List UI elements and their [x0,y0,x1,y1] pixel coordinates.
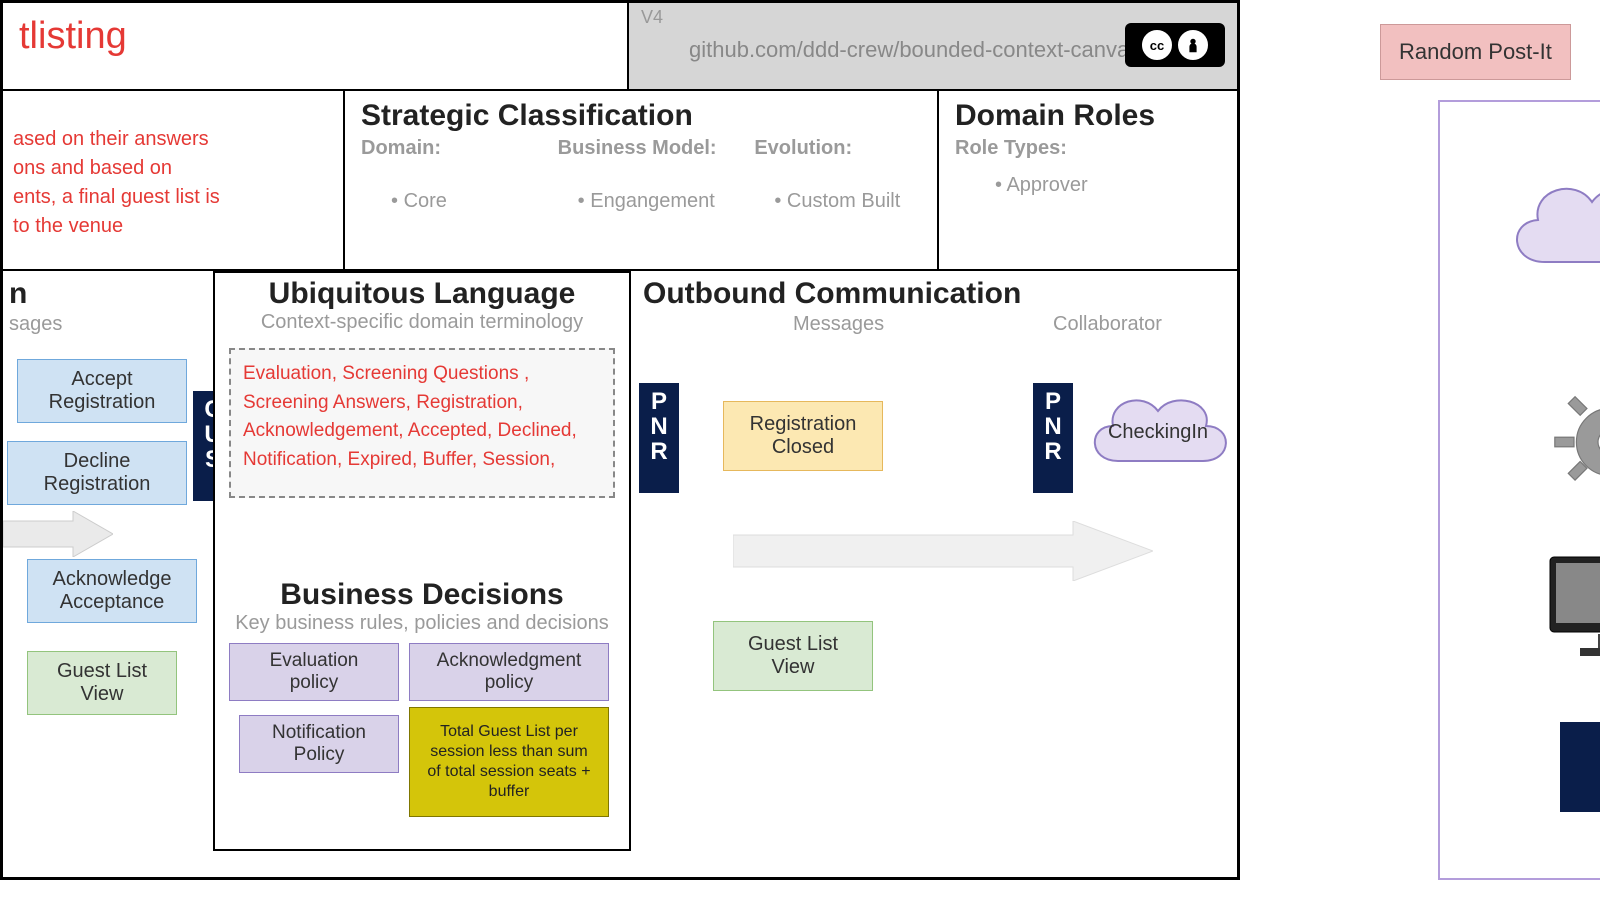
decision-evaluation-policy: Evaluation policy [229,643,399,701]
strategic-classification: Strategic Classification Domain: Core Bu… [343,91,937,269]
outbound-arrow [733,521,1153,581]
canvas-main: n sages Accept Registration Decline Regi… [3,271,1237,871]
pnr-tag-left: P N R [639,383,679,493]
inbound-title-fragment: n [9,277,27,311]
collaborator-checkingin-label: CheckingIn [1078,421,1238,444]
decisions-subtitle: Key business rules, policies and decisio… [215,612,629,635]
canvas-meta: V4 github.com/ddd-crew/bounded-context-c… [627,3,1237,89]
outbound-messages-label: Messages [793,313,884,336]
outbound-title: Outbound Communication [643,277,1021,311]
domain-roles-title: Domain Roles [955,99,1221,133]
msg-guest-list-view-out: Guest List View [713,621,873,691]
msg-registration-closed: Registration Closed [723,401,883,471]
ubiq-terms: Evaluation, Screening Questions , Screen… [229,348,615,498]
decisions-title: Business Decisions [215,578,629,612]
side-cloud [1500,162,1600,292]
decision-notification-policy: Notification Policy [239,715,399,773]
msg-acknowledge-acceptance: Acknowledge Acceptance [27,559,197,623]
collaborator-checkingin-cloud: CheckingIn [1078,371,1238,491]
monitor-icon [1540,552,1600,662]
role-item: Approver [995,174,1221,197]
inbound-subtitle: sages [9,313,62,336]
description-text: ased on their answers ons and based on e… [13,125,333,241]
decision-acknowledgment-policy: Acknowledgment policy [409,643,609,701]
bounded-context-canvas: tlisting V4 github.com/ddd-crew/bounded-… [0,0,1240,880]
ubiquitous-language-panel: Ubiquitous Language Context-specific dom… [213,271,631,851]
msg-guest-list-view-in: Guest List View [27,651,177,715]
msg-accept-registration: Accept Registration [17,359,187,423]
license-badge: cc [1125,23,1225,67]
msg-decline-registration: Decline Registration [7,441,187,505]
ubiq-subtitle: Context-specific domain terminology [215,311,629,334]
canvas-row2: ased on their answers ons and based on e… [3,91,1237,271]
canvas-version: V4 [641,7,663,28]
decision-capacity-rule: Total Guest List per session less than s… [409,707,609,817]
strategic-title: Strategic Classification [361,99,921,133]
evolution-value: Custom Built [774,190,921,213]
context-title: tlisting [3,3,627,89]
cc-icon: cc [1142,30,1172,60]
side-panel [1438,100,1600,880]
canvas-header: tlisting V4 github.com/ddd-crew/bounded-… [3,3,1237,91]
evolution-label: Evolution: [754,137,921,160]
inbound-arrow [3,511,113,557]
canvas-source-url: github.com/ddd-crew/bounded-context-canv… [689,37,1140,63]
random-postit: Random Post-It [1380,24,1571,80]
gear-icon [1550,382,1600,502]
domain-label: Domain: [361,137,528,160]
domain-roles: Domain Roles Role Types: Approver [937,91,1237,269]
pnr-tag-right: P N R [1033,383,1073,493]
outbound-collaborator-label: Collaborator [1053,313,1162,336]
business-model-label: Business Model: [558,137,725,160]
by-icon [1178,30,1208,60]
role-types-label: Role Types: [955,137,1221,160]
business-model-value: Engangement [578,190,725,213]
context-description: ased on their answers ons and based on e… [3,91,343,269]
ubiq-title: Ubiquitous Language [215,277,629,311]
side-dark-block [1560,722,1600,812]
domain-value: Core [391,190,528,213]
